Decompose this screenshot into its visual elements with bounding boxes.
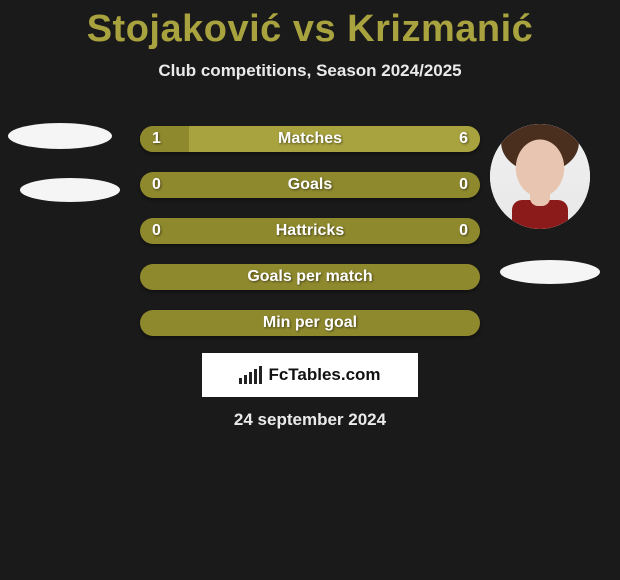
stat-bars: 16Matches 00Goals 00Hattricks Goals per mat… [140, 126, 480, 356]
player-right-face-icon [490, 124, 590, 229]
stat-label: Matches [140, 126, 480, 152]
branding[interactable]: FcTables.com [202, 353, 418, 397]
player-left-avatar-shape-2 [20, 178, 120, 202]
stat-row: Goals per match [140, 264, 480, 290]
stat-row: 00Hattricks [140, 218, 480, 244]
stat-row: Min per goal [140, 310, 480, 336]
date-label: 24 september 2024 [0, 410, 620, 430]
page-title: Stojaković vs Krizmanić [0, 0, 620, 51]
subtitle: Club competitions, Season 2024/2025 [0, 61, 620, 81]
comparison-card: Stojaković vs Krizmanić Club competition… [0, 0, 620, 580]
player-right-avatar [490, 124, 590, 229]
stat-label: Hattricks [140, 218, 480, 244]
player-right-avatar-shape-2 [500, 260, 600, 284]
stat-label: Min per goal [140, 310, 480, 336]
stat-label: Goals per match [140, 264, 480, 290]
stat-row: 00Goals [140, 172, 480, 198]
player-left-avatar-shape-1 [8, 123, 112, 149]
branding-text: FcTables.com [268, 365, 380, 385]
stat-row: 16Matches [140, 126, 480, 152]
branding-logo-icon [239, 366, 262, 384]
stat-label: Goals [140, 172, 480, 198]
